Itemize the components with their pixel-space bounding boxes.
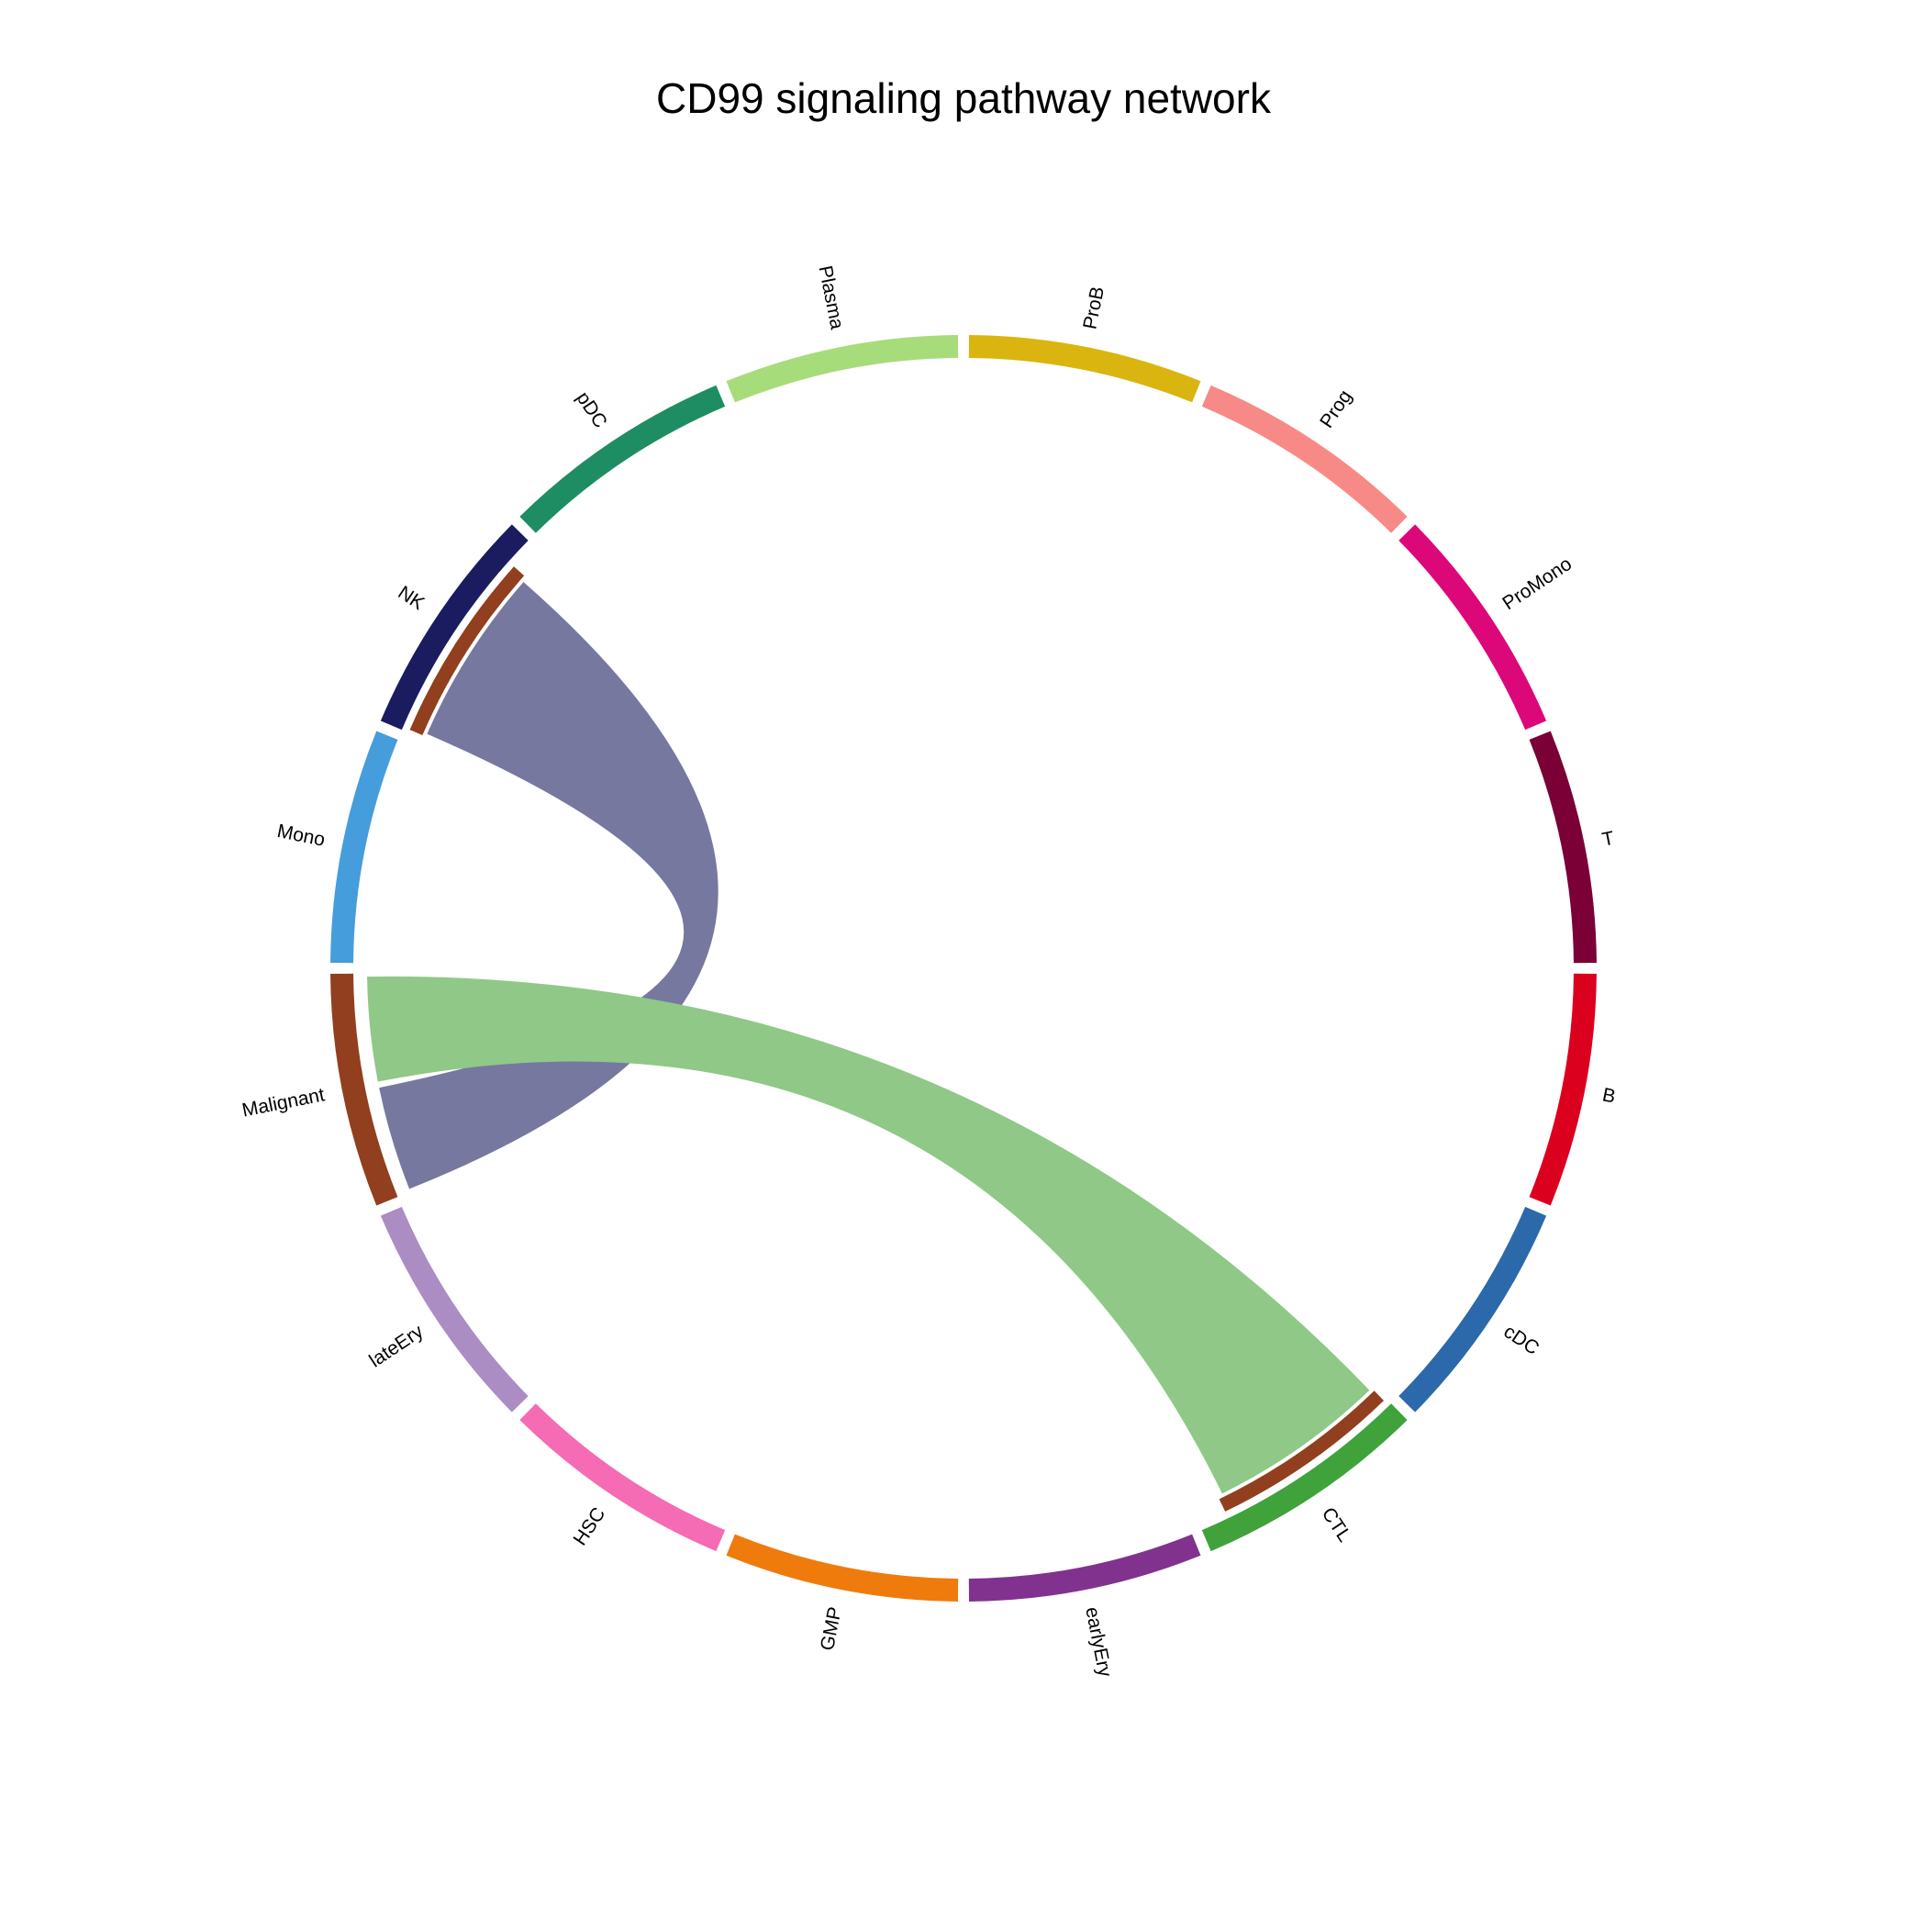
- sector-label-hsc: HSC: [570, 1503, 610, 1549]
- sector-label-promono: ProMono: [1498, 553, 1576, 614]
- sector-arc-b: [1529, 973, 1597, 1206]
- sector-label-malignant: Malignant: [240, 1084, 327, 1121]
- sector-label-earlyery: earlyEry: [1081, 1605, 1116, 1680]
- sector-arc-gmp: [726, 1534, 959, 1602]
- sector-arc-prob: [968, 335, 1201, 403]
- sector-arc-plasma: [726, 335, 959, 403]
- sector-label-nk: NK: [395, 582, 429, 614]
- sector-label-ctl: CTL: [1318, 1503, 1355, 1546]
- sector-label-prog: Prog: [1316, 386, 1356, 432]
- sector-arc-pdc: [519, 385, 726, 533]
- sector-label-mono: Mono: [275, 821, 327, 851]
- chord-link-malignant-to-ctl: [367, 976, 1370, 1494]
- chord-link-malignant-to-nk: [379, 582, 718, 1189]
- sector-arc-mono: [330, 731, 398, 964]
- sector-arc-promono: [1398, 524, 1547, 731]
- sector-arc-cdc: [1398, 1206, 1547, 1413]
- sector-label-pdc: pDC: [572, 388, 610, 432]
- sector-arc-lateery: [380, 1206, 529, 1413]
- sector-label-cdc: cDC: [1499, 1321, 1543, 1359]
- target-band-ctl: [1219, 1390, 1385, 1512]
- sector-arc-prog: [1201, 385, 1408, 533]
- sector-arc-malignant: [330, 973, 398, 1206]
- chord-links: [367, 582, 1370, 1494]
- target-band-nk: [409, 566, 525, 736]
- sector-label-prob: ProB: [1079, 285, 1108, 330]
- sector-label-lateery: lateEry: [365, 1321, 428, 1372]
- sector-arc-hsc: [519, 1403, 726, 1552]
- sector-arc-earlyery: [968, 1534, 1201, 1602]
- sector-label-plasma: Plasma: [814, 264, 847, 331]
- sector-arc-ctl: [1201, 1403, 1408, 1552]
- chart-title: CD99 signaling pathway network: [656, 74, 1271, 122]
- sector-label-gmp: GMP: [817, 1605, 846, 1652]
- sector-arc-nk: [380, 524, 529, 731]
- sector-label-t: T: [1600, 828, 1616, 851]
- sector-arc-t: [1529, 731, 1597, 964]
- sector-label-b: B: [1600, 1084, 1617, 1107]
